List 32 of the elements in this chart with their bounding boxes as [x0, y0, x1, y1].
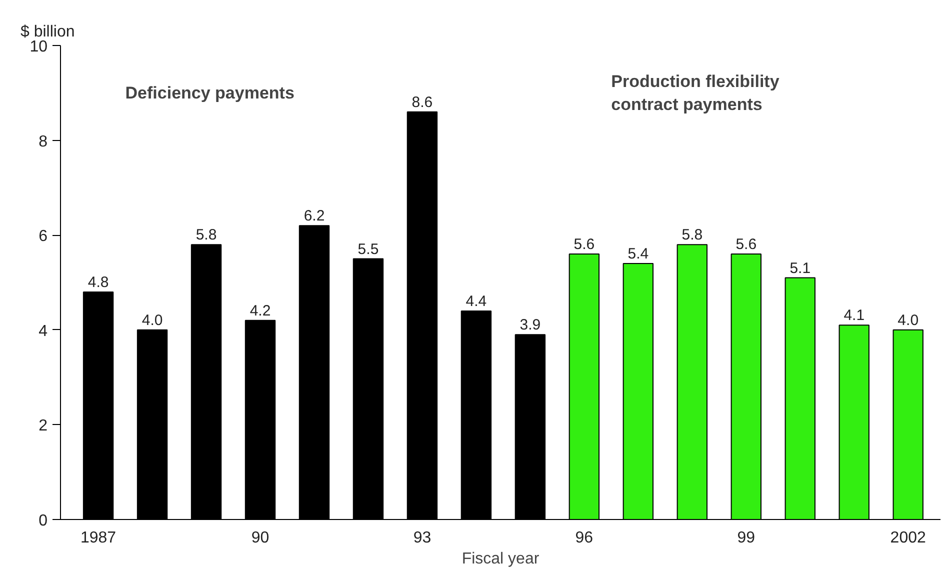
data-label: 4.2	[250, 302, 271, 320]
x-tick-label: 99	[737, 530, 756, 546]
x-tick-label: 93	[413, 530, 432, 546]
data-label: 4.8	[88, 274, 109, 291]
x-tick-label: 2002	[890, 530, 926, 546]
y-tick-label: 6	[38, 228, 48, 246]
data-label: 4.0	[142, 312, 163, 329]
data-label: 6.2	[304, 208, 325, 225]
y-tick-label: 0	[38, 512, 48, 530]
data-label: 5.4	[628, 246, 649, 263]
data-label: 5.5	[358, 240, 379, 258]
data-label: 8.6	[412, 94, 433, 111]
data-label: 3.9	[520, 316, 541, 334]
x-axis-title: Fiscal year	[462, 550, 540, 568]
x-tick-label: 1987	[80, 530, 116, 546]
data-label: 4.4	[466, 292, 487, 310]
data-label: 5.8	[682, 226, 703, 244]
data-label: 5.6	[736, 236, 757, 254]
y-tick-label: 10	[30, 38, 48, 56]
data-label: 5.8	[196, 226, 217, 244]
data-label: 5.1	[790, 260, 811, 277]
y-tick-label: 4	[38, 322, 48, 340]
y-axis-title: $ billion	[20, 24, 75, 40]
data-label: 4.0	[898, 312, 919, 329]
x-tick-label: 90	[251, 530, 270, 546]
annotation: Production flexibility contract payments	[611, 72, 780, 114]
data-label: 4.1	[844, 307, 865, 324]
x-tick-label: 96	[575, 530, 594, 546]
y-tick-label: 8	[38, 133, 48, 150]
annotation: Deficiency payments	[125, 83, 294, 102]
data-label: 5.6	[574, 236, 595, 254]
y-tick-label: 2	[38, 418, 48, 435]
